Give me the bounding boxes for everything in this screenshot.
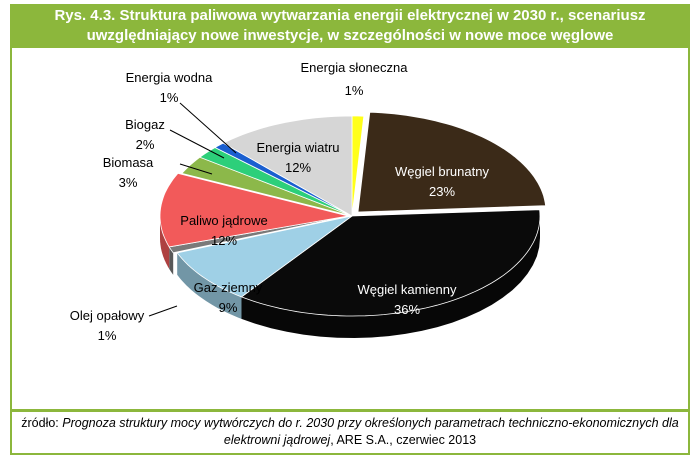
label-name-biogaz: Biogaz (125, 117, 165, 132)
label-name-energia-wodna: Energia wodna (126, 70, 213, 85)
label-value-wegiel-kamienny: 36% (394, 302, 420, 317)
slice-side-gaz-ziemny (177, 252, 242, 319)
label-name-olej-opalowy: Olej opałowy (70, 308, 145, 323)
label-name-biomasa: Biomasa (103, 155, 154, 170)
slice-wegiel-kamienny (240, 209, 541, 317)
slice-side-wegiel-kamienny (241, 216, 540, 338)
label-value-energia-wiatru: 12% (285, 160, 311, 175)
label-value-paliwo-jadrowe: 12% (211, 233, 237, 248)
label-value-olej-opalowy: 1% (98, 328, 117, 343)
leader-line-biogaz (169, 129, 225, 159)
label-name-wegiel-brunatny: Węgiel brunatny (395, 164, 489, 179)
slice-side-olej-opalowy (169, 246, 174, 275)
leader-line-energia-wodna (179, 102, 237, 154)
label-name-gaz-ziemny: Gaz ziemny (194, 280, 263, 295)
pie-chart: Energia słoneczna 1% Węgiel brunatny 23% Węg… (70, 60, 547, 343)
slice-biomasa (181, 156, 353, 217)
label-value-energia-sloneczna: 1% (345, 83, 364, 98)
slice-energia-wiatru (222, 115, 353, 217)
title-line-1: Rys. 4.3. Struktura paliwowa wytwarzania… (54, 7, 646, 24)
source-note: źródło: Prognoza struktury mocy wytwórcz… (10, 411, 690, 455)
label-value-energia-wodna: 1% (160, 90, 179, 105)
label-name-paliwo-jadrowe: Paliwo jądrowe (180, 213, 267, 228)
title-line-2: uwzględniający nowe inwestycje, w szczeg… (86, 27, 614, 44)
slice-side-paliwo-jadrowe (160, 216, 170, 269)
label-value-wegiel-brunatny: 23% (429, 184, 455, 199)
label-value-biomasa: 3% (119, 175, 138, 190)
leader-line-biomasa (179, 163, 213, 175)
slice-gaz-ziemny (176, 215, 353, 298)
chart-area: Energia słoneczna 1% Węgiel brunatny 23% Węg… (10, 48, 690, 411)
label-value-gaz-ziemny: 9% (219, 300, 238, 315)
slice-paliwo-jadrowe (159, 172, 349, 248)
figure-title: Rys. 4.3. Struktura paliwowa wytwarzania… (10, 4, 690, 48)
source-line-2a: elektrowni jądrowej (223, 433, 331, 447)
source-prefix: źródło: (21, 416, 63, 430)
source-line-1: Prognoza struktury mocy wytwórczych do r… (62, 416, 679, 430)
label-value-biogaz: 2% (136, 137, 155, 152)
label-name-energia-sloneczna: Energia słoneczna (301, 60, 409, 75)
label-name-wegiel-kamienny: Węgiel kamienny (358, 282, 457, 297)
label-name-energia-wiatru: Energia wiatru (256, 140, 339, 155)
leader-line-olej-opalowy (148, 305, 178, 317)
source-line-2b: , ARE S.A., czerwiec 2013 (330, 433, 477, 447)
slice-wegiel-brunatny (357, 111, 547, 213)
